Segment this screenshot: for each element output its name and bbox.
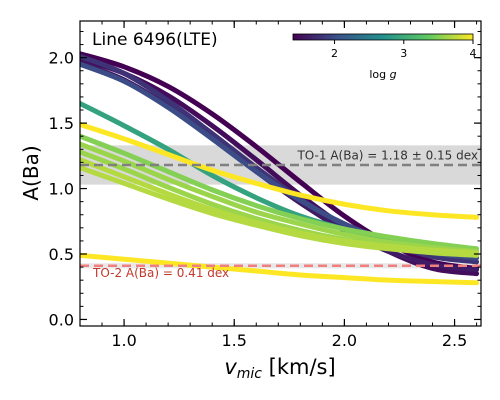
x-tick-label: 2.5 [442, 331, 467, 350]
axis-ticks: 1.0 1.5 2.0 2.5 0.0 0.5 1.0 1.5 2.0 [49, 21, 481, 350]
chart-title: Line 6496(LTE) [92, 30, 218, 50]
ref-label-1: TO-1 A(Ba) = 1.18 ± 0.15 dex [296, 148, 478, 162]
colorbar-label-italic: g [390, 68, 397, 81]
ref-label-2: TO-2 A(Ba) = 0.41 dex [92, 266, 229, 280]
colorbar-label: log g [369, 68, 396, 81]
series-line-8 [80, 141, 480, 254]
colorbar-ticks: 2 3 4 [331, 40, 477, 60]
y-tick-label: 0.0 [49, 310, 74, 329]
colorbar-tick-label: 2 [331, 47, 338, 60]
x-tick-label: 2.0 [332, 331, 357, 350]
x-axis-title: vmic [km/s] [224, 355, 335, 382]
series-line-13 [80, 252, 480, 286]
colorbar-tick-label: 3 [400, 47, 407, 60]
y-tick-label: 0.5 [49, 245, 74, 264]
x-tick-label: 1.5 [222, 331, 247, 350]
x-axis-title-unit: [km/s] [262, 355, 336, 379]
y-axis-title: A(Ba) [19, 145, 43, 200]
y-tick-label: 1.0 [49, 180, 74, 199]
x-tick-label: 1.0 [111, 331, 136, 350]
plot-frame [79, 20, 482, 327]
reference-lines [80, 163, 481, 268]
colorbar-tick-label: 4 [470, 47, 477, 60]
series-line-12 [80, 121, 480, 220]
series-line-7 [80, 133, 480, 252]
y-tick-label: 1.5 [49, 114, 74, 133]
colorbar: 2 3 4 log g [292, 33, 477, 81]
reference-labels: TO-1 A(Ba) = 1.18 ± 0.15 dex TO-2 A(Ba) =… [92, 148, 478, 279]
x-axis-title-main: v [224, 355, 237, 379]
series-line-11 [80, 165, 480, 258]
colorbar-label-main: log [369, 68, 389, 81]
y-tick-label: 2.0 [49, 49, 74, 68]
colorbar-gradient [292, 33, 474, 41]
series-lines [80, 51, 480, 286]
x-axis-title-sub: mic [237, 366, 263, 382]
